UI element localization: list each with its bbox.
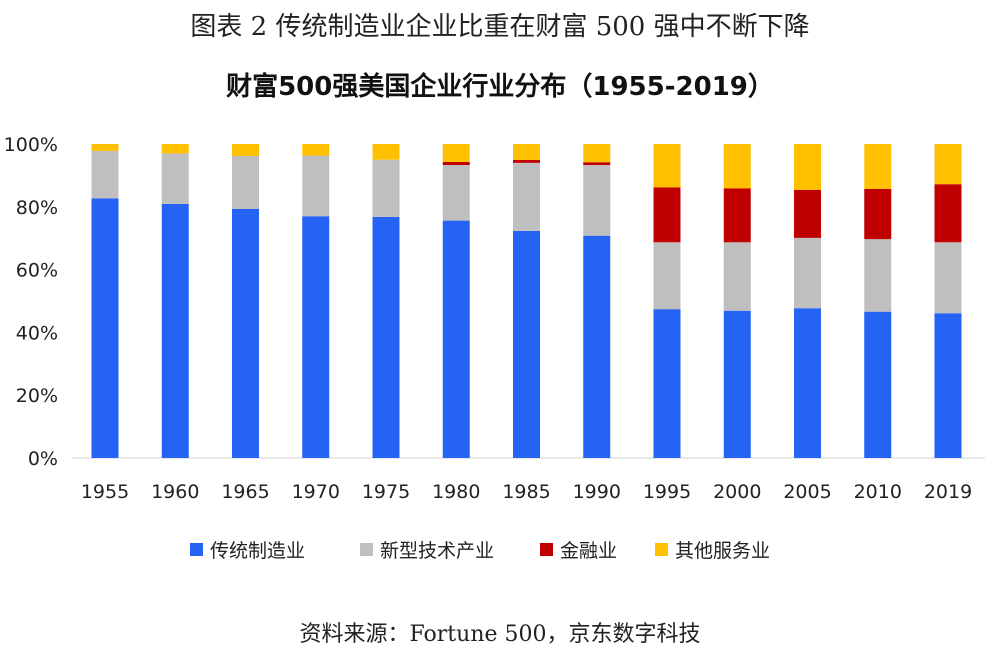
bar-segment <box>232 208 259 458</box>
bar-segment <box>653 242 681 310</box>
bar-segment <box>723 242 751 311</box>
bar-segment <box>91 144 119 151</box>
x-tick-label: 2010 <box>854 481 902 503</box>
legend-swatch <box>360 543 373 556</box>
legend-swatch <box>190 543 203 556</box>
bar-segment <box>653 187 681 243</box>
bar-segment <box>442 161 470 166</box>
bar-segment <box>513 230 540 458</box>
bar-segment <box>583 165 611 236</box>
bar-segment <box>794 308 821 458</box>
bar-segment <box>794 237 821 309</box>
bar-segment <box>653 309 681 458</box>
bar-segment <box>934 184 962 243</box>
x-tick-label: 1965 <box>221 481 269 503</box>
stacked-bar-chart: 0% 20% 40% 60% 80% 100% 1955 1960 1965 1970 1975 19… <box>4 134 985 562</box>
y-tick-label: 60% <box>16 260 58 282</box>
bar-segment <box>372 144 400 160</box>
bar-segment <box>513 160 540 163</box>
bar-segment <box>864 144 892 189</box>
bar-segment <box>161 153 189 204</box>
bar-segment <box>723 144 751 189</box>
bar-segment <box>302 144 330 156</box>
x-tick-label: 1980 <box>432 481 480 503</box>
bar-segment <box>513 144 540 161</box>
bar-segment <box>442 220 470 458</box>
bar-segment <box>794 144 821 190</box>
x-tick-label: 1955 <box>81 481 129 503</box>
bar-segment <box>372 216 400 458</box>
legend-swatch <box>540 543 553 556</box>
x-tick-label: 2005 <box>783 481 831 503</box>
bar-segment <box>302 155 330 217</box>
x-tick-label: 1970 <box>292 481 340 503</box>
legend-label: 新型技术产业 <box>380 540 494 562</box>
bar-segment <box>723 188 751 243</box>
y-tick-label: 80% <box>16 197 58 219</box>
y-tick-label: 0% <box>28 448 58 470</box>
y-tick-label: 20% <box>16 385 58 407</box>
bar-segment <box>513 162 540 231</box>
bar-segment <box>934 313 962 458</box>
bar-segment <box>232 144 259 156</box>
bar-segment <box>302 216 330 458</box>
x-tick-label: 2019 <box>924 481 972 503</box>
bar-segment <box>794 189 821 238</box>
source-note: 资料来源：Fortune 500，京东数字科技 <box>299 622 701 647</box>
bar-segment <box>583 144 611 163</box>
bar-segment <box>864 188 892 240</box>
bar-segment <box>232 155 259 209</box>
x-tick-label: 2000 <box>713 481 761 503</box>
x-tick-label: 1990 <box>573 481 621 503</box>
legend-swatch <box>655 543 668 556</box>
x-tick-label: 1985 <box>502 481 550 503</box>
x-tick-label: 1960 <box>151 481 199 503</box>
chart-title: 财富500强美国企业行业分布（1955-2019） <box>226 72 774 102</box>
bar-segment <box>372 159 400 217</box>
y-tick-label: 40% <box>16 322 58 344</box>
legend-label: 其他服务业 <box>675 540 770 562</box>
bar-segment <box>864 311 892 458</box>
bar-segment <box>442 144 470 162</box>
bar-segment <box>91 150 119 199</box>
bar-segment <box>934 242 962 314</box>
bar-segment <box>161 203 189 458</box>
bar-segment <box>91 198 119 458</box>
bar-segment <box>583 235 611 458</box>
bar-segment <box>653 144 681 188</box>
figure-title: 图表 2 传统制造业企业比重在财富 500 强中不断下降 <box>190 12 810 42</box>
x-tick-label: 1995 <box>643 481 691 503</box>
bar-segment <box>723 310 751 458</box>
y-tick-label: 100% <box>4 134 58 156</box>
bar-segment <box>934 144 962 185</box>
x-tick-label: 1975 <box>362 481 410 503</box>
bar-segment <box>864 239 892 312</box>
bar-segment <box>161 144 189 154</box>
legend-label: 传统制造业 <box>210 540 305 562</box>
legend-label: 金融业 <box>560 540 617 562</box>
bar-segment <box>583 162 611 166</box>
bar-segment <box>442 165 470 221</box>
